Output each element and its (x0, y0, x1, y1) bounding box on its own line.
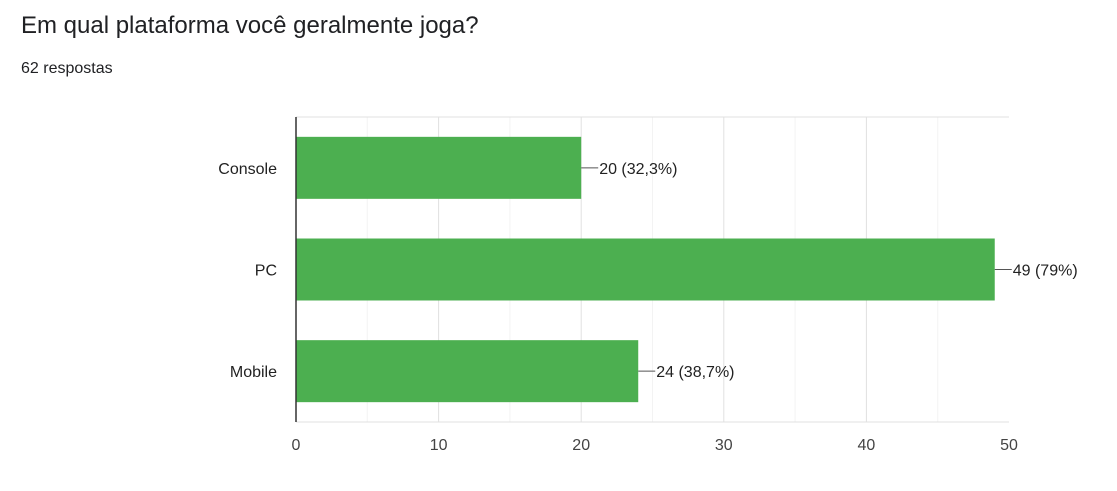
response-count: 62 respostas (21, 60, 113, 77)
data-label-console: 20 (32,3%) (599, 161, 677, 178)
question-title: Em qual plataforma você geralmente joga? (21, 12, 479, 39)
bar-pc (296, 238, 995, 301)
bar-console (296, 136, 582, 199)
category-label-pc: PC (255, 263, 277, 280)
bar-mobile (296, 340, 639, 403)
x-tick-label: 40 (858, 437, 876, 454)
data-label-pc: 49 (79%) (1013, 263, 1078, 280)
x-tick-label: 50 (1000, 437, 1018, 454)
category-label-console: Console (218, 161, 277, 178)
x-tick-label: 0 (292, 437, 301, 454)
x-tick-label: 20 (572, 437, 590, 454)
x-tick-label: 30 (715, 437, 733, 454)
category-label-mobile: Mobile (230, 364, 277, 381)
x-tick-label: 10 (430, 437, 448, 454)
data-label-mobile: 24 (38,7%) (656, 364, 734, 381)
